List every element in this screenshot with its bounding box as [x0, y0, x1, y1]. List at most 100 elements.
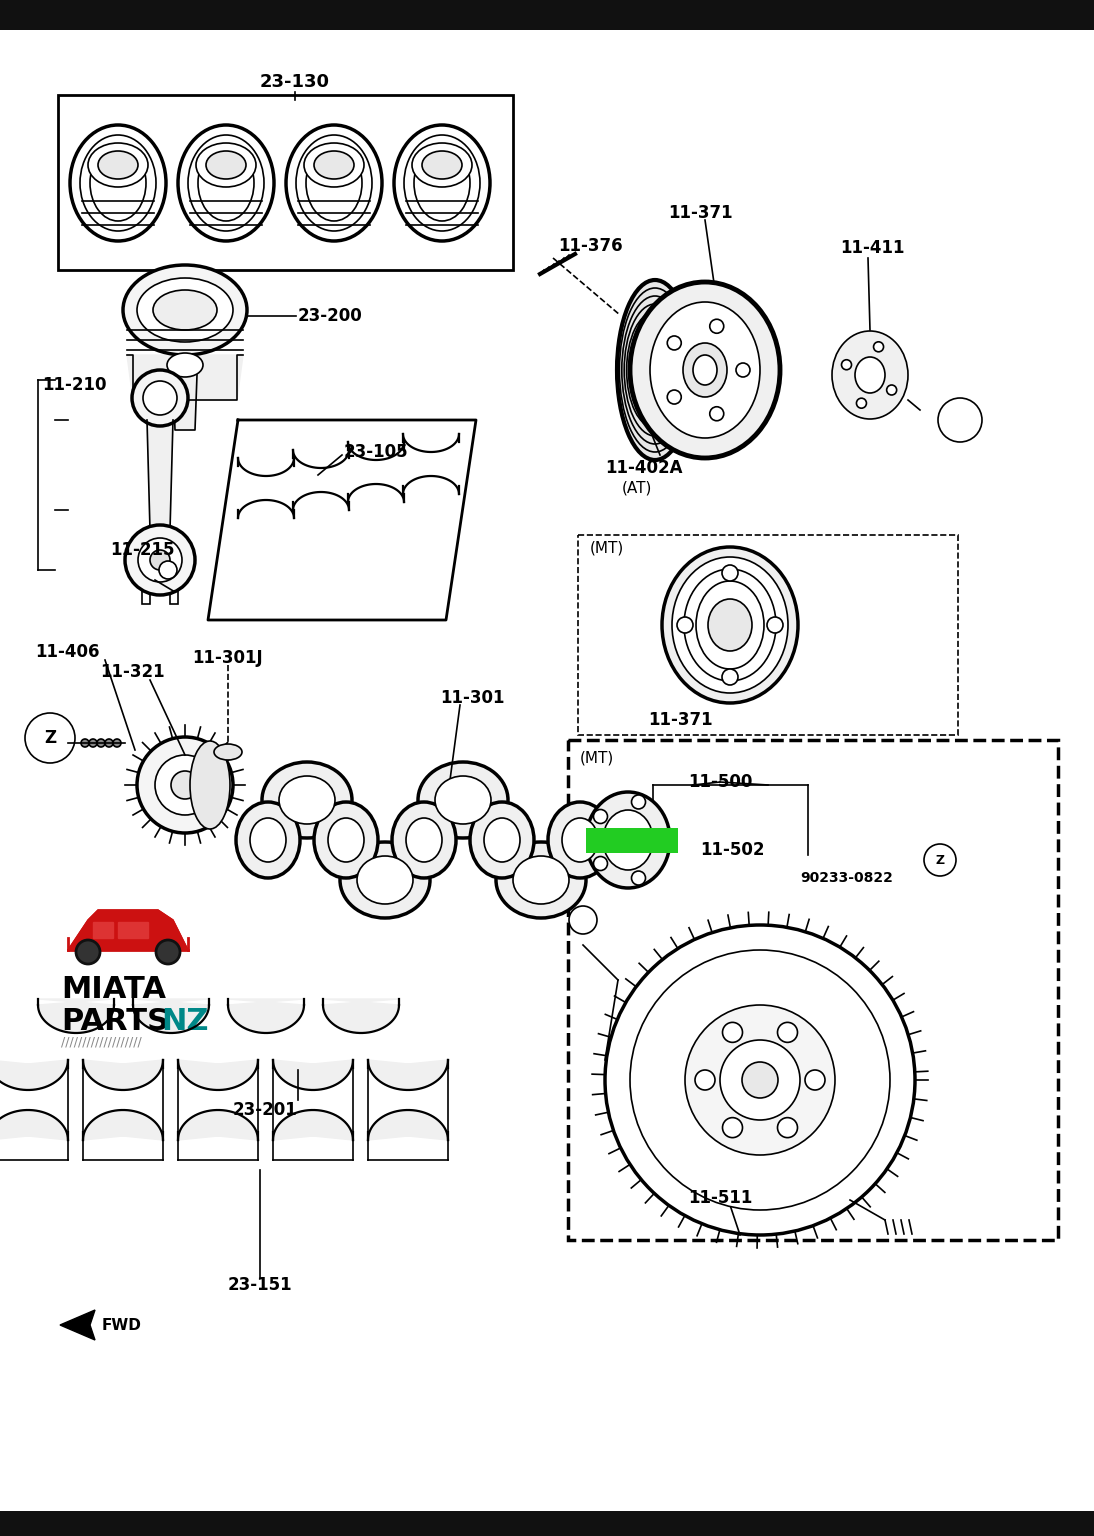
Ellipse shape [188, 135, 264, 230]
Ellipse shape [296, 135, 372, 230]
Text: Z: Z [935, 854, 944, 866]
Circle shape [631, 796, 645, 809]
Circle shape [841, 359, 851, 370]
Ellipse shape [693, 355, 717, 386]
Polygon shape [323, 998, 399, 1034]
Text: 23-200: 23-200 [298, 307, 363, 326]
Circle shape [677, 617, 693, 633]
Ellipse shape [484, 819, 520, 862]
Circle shape [81, 739, 89, 746]
Ellipse shape [196, 143, 256, 187]
Circle shape [886, 386, 897, 395]
Polygon shape [127, 355, 243, 399]
Circle shape [767, 617, 783, 633]
Polygon shape [83, 1111, 163, 1140]
Circle shape [631, 871, 645, 885]
Polygon shape [274, 1060, 353, 1091]
Text: 11-301J: 11-301J [193, 650, 263, 667]
Circle shape [667, 336, 682, 350]
Ellipse shape [684, 568, 776, 680]
Polygon shape [274, 1111, 353, 1140]
Circle shape [171, 771, 199, 799]
Text: 11-502: 11-502 [700, 842, 765, 859]
Text: Z: Z [44, 730, 56, 746]
Ellipse shape [412, 143, 472, 187]
Ellipse shape [662, 547, 798, 703]
Ellipse shape [435, 776, 491, 823]
Text: 11-301: 11-301 [440, 690, 504, 707]
Ellipse shape [672, 558, 788, 693]
Ellipse shape [394, 124, 490, 241]
Circle shape [778, 1118, 798, 1138]
Ellipse shape [562, 819, 598, 862]
Text: NZ: NZ [161, 1008, 209, 1037]
Text: 23-130: 23-130 [260, 74, 330, 91]
Bar [218, 229, 234, 237]
Ellipse shape [708, 599, 752, 651]
Ellipse shape [603, 809, 653, 869]
Text: 90233-0822: 90233-0822 [800, 871, 893, 885]
Ellipse shape [190, 740, 230, 829]
Text: 11-411: 11-411 [840, 240, 905, 257]
Ellipse shape [98, 151, 138, 180]
Ellipse shape [856, 356, 885, 393]
Circle shape [685, 1005, 835, 1155]
Text: 23-105: 23-105 [344, 442, 409, 461]
Polygon shape [0, 1060, 68, 1091]
Text: 11-511: 11-511 [688, 1189, 753, 1207]
Text: 11-402A: 11-402A [605, 459, 683, 478]
Circle shape [722, 565, 738, 581]
Circle shape [25, 713, 75, 763]
Ellipse shape [392, 802, 456, 879]
Circle shape [593, 809, 607, 823]
Text: 11-406: 11-406 [35, 644, 100, 660]
Text: MIATA: MIATA [61, 975, 166, 1005]
Bar [568, 740, 1058, 1240]
Ellipse shape [70, 124, 166, 241]
Polygon shape [173, 375, 197, 430]
Circle shape [630, 949, 891, 1210]
Circle shape [655, 833, 670, 846]
Circle shape [132, 370, 188, 425]
Polygon shape [38, 998, 114, 1034]
Circle shape [605, 925, 915, 1235]
Ellipse shape [90, 144, 146, 221]
Ellipse shape [304, 143, 364, 187]
Ellipse shape [513, 856, 569, 905]
Ellipse shape [422, 151, 462, 180]
Polygon shape [147, 419, 173, 530]
Ellipse shape [251, 819, 286, 862]
Circle shape [720, 1040, 800, 1120]
Bar [110, 229, 126, 237]
Polygon shape [178, 1111, 258, 1140]
Circle shape [97, 739, 105, 746]
Polygon shape [228, 998, 304, 1034]
Circle shape [924, 843, 956, 876]
Ellipse shape [630, 283, 780, 458]
Circle shape [778, 1023, 798, 1043]
Polygon shape [368, 1060, 449, 1091]
Ellipse shape [683, 343, 728, 396]
Ellipse shape [178, 124, 274, 241]
Text: 11-321: 11-321 [100, 664, 164, 680]
Bar [170, 590, 178, 604]
Text: 11-371: 11-371 [668, 204, 733, 223]
Circle shape [150, 550, 170, 570]
Ellipse shape [123, 266, 247, 355]
Polygon shape [133, 998, 209, 1034]
Circle shape [695, 1071, 715, 1091]
Text: 11-210: 11-210 [42, 376, 106, 395]
Circle shape [710, 319, 724, 333]
Circle shape [143, 381, 177, 415]
Polygon shape [68, 909, 188, 949]
Text: 23-151: 23-151 [228, 1276, 292, 1293]
Polygon shape [60, 1310, 95, 1339]
Polygon shape [118, 922, 148, 938]
Circle shape [593, 857, 607, 871]
Text: 11-371: 11-371 [648, 711, 712, 730]
Ellipse shape [279, 776, 335, 823]
Circle shape [722, 1023, 743, 1043]
Bar [434, 229, 450, 237]
Text: (MT): (MT) [580, 751, 614, 765]
Circle shape [159, 561, 177, 579]
